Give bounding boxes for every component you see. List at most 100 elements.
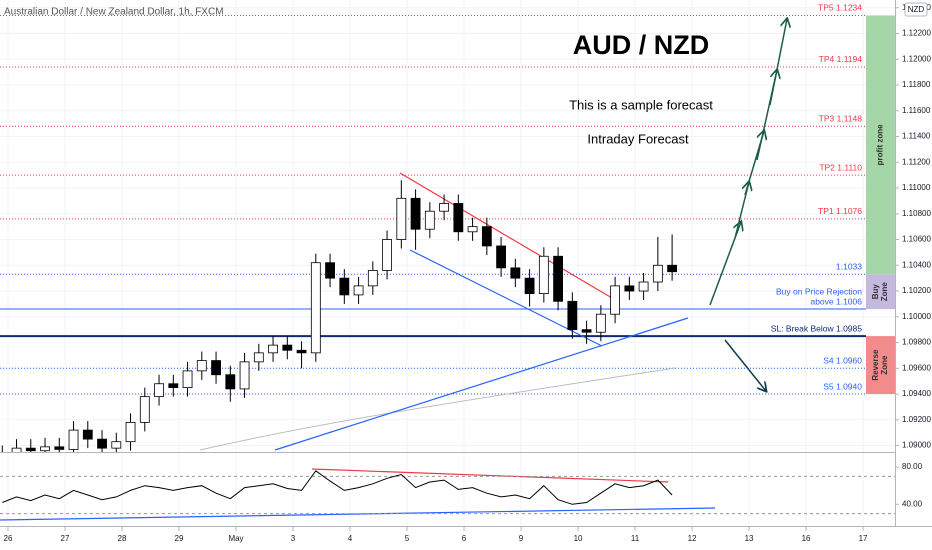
- rsi-tick-label: 80.00: [902, 462, 923, 471]
- y-tick-label: 1.10200: [902, 286, 931, 295]
- x-tick-label: 6: [462, 534, 467, 543]
- x-tick-label: 17: [859, 534, 868, 543]
- levels: TP5 1.1234 TP4 1.1194 TP3 1.1148 TP2 1.1110…: [0, 3, 866, 395]
- y-tick-label: 1.11600: [902, 106, 931, 115]
- level-label: TP5 1.1234: [818, 3, 862, 13]
- candle-body: [54, 446, 65, 450]
- x-tick-label: 16: [802, 534, 811, 543]
- y-tick-label: 1.12200: [902, 29, 931, 38]
- rsi-line: [2, 470, 673, 505]
- zone: [866, 274, 895, 310]
- candle-body: [25, 447, 36, 452]
- level-label: TP2 1.1110: [819, 162, 862, 172]
- zone-label: Buy: [871, 284, 880, 300]
- y-tick-label: 1.11400: [902, 132, 931, 141]
- level-label: TP4 1.1194: [819, 54, 863, 64]
- candle-body: [239, 361, 250, 390]
- rsi-pane: [0, 468, 895, 521]
- currency: NZD: [908, 5, 925, 14]
- support-trendline: [274, 317, 689, 451]
- y-tick-label: 1.09200: [902, 415, 931, 424]
- candle-body: [125, 421, 136, 443]
- zone: [866, 336, 895, 395]
- candle-body: [481, 226, 492, 247]
- grid: [0, 0, 895, 526]
- x-tick-label: 27: [61, 534, 70, 543]
- subtitle: This is a sample forecast: [569, 97, 713, 112]
- candle-body: [410, 197, 421, 230]
- candle-body: [310, 262, 321, 354]
- candle-body: [595, 313, 606, 333]
- y-tick-label: 1.10400: [902, 260, 931, 269]
- candle-body: [467, 226, 478, 233]
- y-tick-label: 1.10600: [902, 235, 931, 244]
- candle-body: [652, 264, 663, 283]
- x-tick-label: 11: [631, 534, 640, 543]
- x-tick-label: 26: [4, 534, 13, 543]
- rsi-support-line: [0, 507, 716, 521]
- candle-body: [225, 374, 236, 390]
- candle-body: [567, 300, 578, 331]
- y-tick-label: 1.09600: [902, 363, 931, 372]
- zone-label: Zone: [880, 355, 889, 375]
- channel-line: [409, 249, 603, 347]
- candle-body: [111, 441, 122, 449]
- chart-title: AUD / NZD: [573, 30, 710, 60]
- forecast-arrows: [709, 19, 787, 306]
- zone: [866, 15, 895, 275]
- y-tick-label: 1.11000: [902, 183, 931, 192]
- candle-body: [282, 344, 293, 351]
- candle-body: [139, 396, 150, 423]
- candle-body: [168, 383, 179, 389]
- zone-label: profit zone: [876, 124, 885, 165]
- y-tick-label: 1.10000: [902, 312, 931, 321]
- candle-body: [325, 262, 335, 279]
- y-tick-label: 1.12000: [902, 54, 931, 63]
- x-tick-label: 3: [291, 534, 296, 543]
- candle-body: [610, 285, 620, 315]
- level-label: TP1 1.1076: [818, 206, 862, 216]
- candle-body: [97, 438, 107, 449]
- candle-body: [538, 255, 549, 295]
- x-tick-label: 10: [574, 534, 583, 543]
- level-label: SL: Break Below 1.0985: [771, 323, 862, 333]
- level-label: S4 1.0960: [823, 356, 862, 366]
- header: Australian Dollar / New Zealand Dollar, …: [4, 7, 224, 18]
- level-label: TP3 1.1148: [819, 113, 863, 123]
- candle-body: [154, 383, 164, 398]
- y-tick-label: 1.09400: [902, 389, 931, 398]
- y-tick-label: 1.09800: [902, 338, 931, 347]
- arrow: [769, 19, 787, 106]
- candle-body: [182, 370, 193, 389]
- candle-body: [196, 360, 207, 372]
- x-tick-label: May: [228, 534, 243, 543]
- candle-body: [581, 329, 592, 333]
- candle-body: [496, 245, 506, 269]
- candle-body: [296, 349, 307, 354]
- candle-body: [68, 429, 79, 450]
- resistance-trendline: [399, 172, 613, 299]
- reverse-arrow: [724, 339, 766, 391]
- level-label: 1.1033: [836, 262, 862, 272]
- candle-body: [624, 285, 635, 292]
- moving-average: [199, 367, 676, 451]
- candle-body: [367, 270, 378, 287]
- candle-body: [40, 446, 50, 452]
- y-tick-label: 1.11200: [902, 157, 931, 166]
- y-tick-label: 1.10800: [902, 209, 931, 218]
- candle-body: [396, 197, 407, 240]
- y-tick-label: 1.09000: [902, 441, 931, 450]
- candle-body: [211, 360, 221, 376]
- x-tick-label: 4: [348, 534, 353, 543]
- axes: 1.09000 1.09200 1.09400 1.09600 1.09800 1.100…: [4, 3, 932, 543]
- candle-body: [638, 281, 649, 292]
- x-tick-label: 13: [745, 534, 754, 543]
- candle-body: [667, 264, 678, 273]
- candle-body: [382, 239, 392, 271]
- candle-body: [510, 267, 521, 279]
- candle-body: [553, 255, 563, 302]
- y-tick-label: 1.11800: [902, 80, 931, 89]
- candle-body: [439, 203, 449, 212]
